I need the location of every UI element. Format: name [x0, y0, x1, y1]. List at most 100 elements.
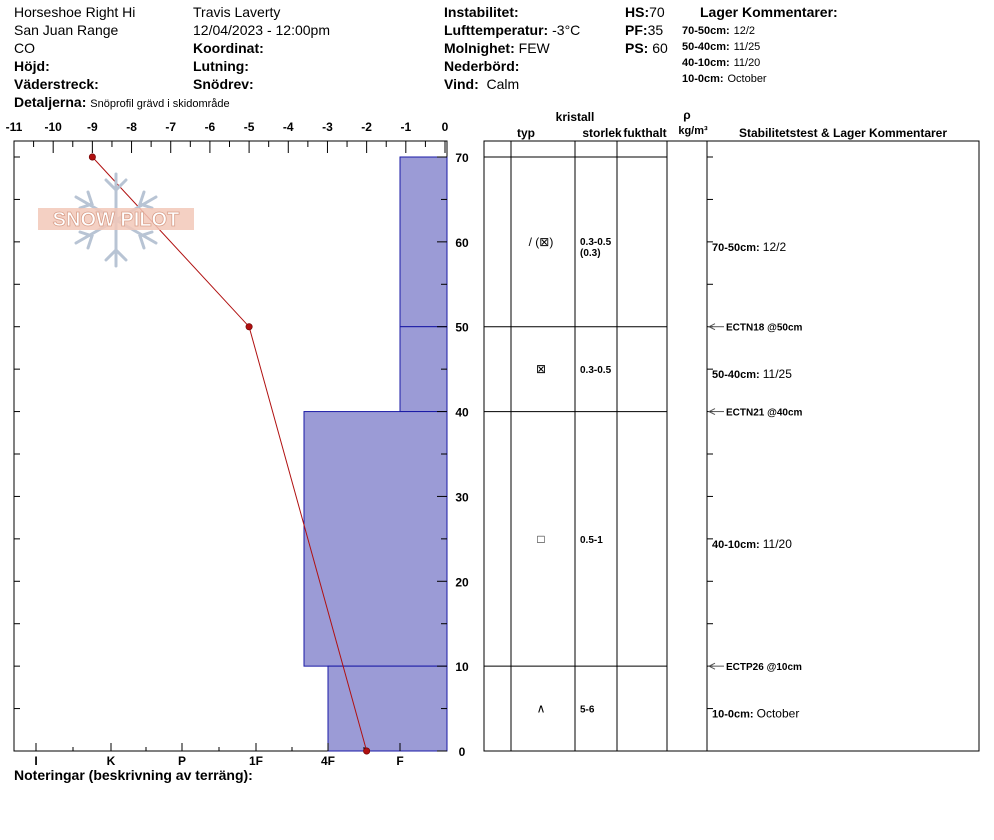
hardness-tick-label: F	[396, 754, 403, 768]
pf-label: PF:	[625, 22, 648, 38]
temp-tick-label: -9	[87, 120, 98, 134]
crystal-size-value: 0.3-0.5	[580, 365, 612, 376]
elevation-label: Höjd:	[14, 58, 50, 74]
height-tick-label: 20	[455, 575, 469, 589]
crystal-type-symbol: □	[537, 532, 544, 546]
temp-tick-label: -11	[6, 120, 23, 134]
air-temp-label: Lufttemperatur:	[444, 22, 549, 38]
height-tick-label: 60	[455, 236, 469, 250]
temp-tick-label: 0	[442, 120, 449, 134]
header-density-unit: kg/m³	[678, 125, 708, 137]
header-crystal: kristall	[556, 110, 595, 124]
crystal-size-secondary: (0.3)	[580, 248, 601, 259]
layer-comment-date: 11/25	[763, 367, 792, 381]
layer-comment-text: 50-40cm: 11/25	[712, 367, 792, 381]
sky-value: FEW	[518, 40, 550, 56]
layer-comment-text: 40-10cm: 11/20	[712, 537, 792, 551]
snowflake-icon: SNOW PILOT	[38, 172, 194, 268]
air-temp-value: -3°C	[552, 22, 581, 38]
sky-row: Molnighet: FEW	[444, 39, 550, 57]
hardness-layer-bar	[327, 665, 448, 752]
layer-comment-range: 10-0cm:	[712, 709, 757, 721]
height-tick-label: 10	[455, 660, 469, 674]
height-tick-label: 70	[455, 151, 469, 165]
temperature-point	[245, 323, 253, 331]
temperature-point	[363, 747, 371, 755]
hardness-tick-label: 1F	[249, 754, 263, 768]
temp-tick-label: -10	[45, 120, 63, 134]
layer-comment-range: 70-50cm:	[712, 242, 763, 254]
layer-comment-date: 11/25	[733, 41, 761, 53]
layer-comment-range: 10-0cm:	[682, 73, 724, 85]
layer-comment-date: October	[727, 73, 767, 85]
details-row: Detaljerna: Snöprofil grävd i skidområde	[14, 93, 230, 113]
ps-label: PS:	[625, 40, 649, 56]
temp-tick-label: -6	[205, 120, 216, 134]
hs-value: 70	[649, 4, 665, 20]
layer-comment-text: 10-0cm: October	[712, 707, 799, 721]
aspect-label: Väderstreck:	[14, 76, 99, 92]
layer-comment-date: 11/20	[763, 537, 792, 551]
crystal-size-value: 0.3-0.5	[580, 237, 612, 248]
stability-test-arrowhead	[707, 323, 716, 331]
layer-table-frame	[483, 140, 980, 752]
layer-comment-date: October	[757, 707, 800, 721]
crystal-type-symbol: ⊠	[536, 362, 546, 376]
stability-test-arrowhead	[707, 662, 716, 670]
stability-test-arrowhead	[707, 408, 716, 416]
layer-comment-date: 11/20	[733, 57, 761, 69]
layer-comment-item: 40-10cm: 11/20	[682, 54, 767, 70]
stability-test-label: ECTN18 @50cm	[726, 323, 803, 334]
hardness-tick-label: P	[178, 754, 186, 768]
temp-tick-label: -5	[244, 120, 255, 134]
details-value: Snöprofil grävd i skidområde	[90, 98, 230, 110]
wind-label: Vind:	[444, 76, 479, 92]
wind-value: Calm	[486, 76, 520, 92]
crystal-size-value: 5-6	[580, 705, 595, 716]
temp-tick-label: -2	[361, 120, 372, 134]
hs-row: HS:70	[625, 3, 665, 21]
hardness-tick-label: I	[34, 754, 37, 768]
temperature-point	[88, 153, 96, 161]
snowpilot-watermark: SNOW PILOT	[36, 170, 196, 270]
ps-row: PS: 60	[625, 39, 668, 57]
stability-test-label: ECTN21 @40cm	[726, 408, 803, 419]
range-name: San Juan Range	[14, 22, 119, 38]
layer-comment-date: 12/2	[763, 240, 787, 254]
layer-comment-text: 70-50cm: 12/2	[712, 240, 786, 254]
location-name: Horseshoe Right Hi	[14, 4, 136, 20]
height-tick-label: 0	[459, 745, 466, 759]
layer-comment-item: 10-0cm: October	[682, 70, 767, 86]
state-name: CO	[14, 40, 35, 56]
temp-tick-label: -7	[165, 120, 176, 134]
air-temp-row: Lufttemperatur: -3°C	[444, 21, 580, 39]
layer-comment-item: 50-40cm: 11/25	[682, 38, 767, 54]
header-density-symbol: ρ	[683, 108, 690, 122]
layer-comments-title: Lager Kommentarer:	[700, 4, 838, 20]
hardness-tick-label: 4F	[321, 754, 335, 768]
slope-label: Lutning:	[193, 58, 249, 74]
sky-label: Molnighet:	[444, 40, 515, 56]
pf-value: 35	[647, 22, 664, 38]
height-tick-label: 40	[455, 406, 469, 420]
temp-tick-label: -3	[322, 120, 333, 134]
details-label: Detaljerna:	[14, 94, 87, 110]
layer-comment-range: 70-50cm:	[682, 25, 730, 37]
coordinate-label: Koordinat:	[193, 40, 264, 56]
layer-comment-range: 50-40cm:	[682, 41, 730, 53]
header-stability: Stabilitetstest & Lager Kommentarer	[739, 126, 947, 140]
pf-row: PF:35	[625, 21, 663, 39]
crystal-type-symbol: / (⊠)	[529, 235, 554, 249]
layer-comment-date: 12/2	[733, 25, 756, 37]
header-type: typ	[517, 126, 535, 140]
hs-label: HS:	[625, 4, 650, 20]
header-moisture: fukthalt	[623, 126, 666, 140]
wind-loading-label: Snödrev:	[193, 76, 254, 92]
crystal-size-value: 0.5-1	[580, 535, 603, 546]
hardness-layer-bar	[303, 411, 448, 667]
header-size: storlek	[582, 126, 622, 140]
observation-datetime: 12/04/2023 - 12:00pm	[193, 22, 330, 38]
layer-comment-item: 70-50cm: 12/2	[682, 22, 767, 38]
height-tick-label: 50	[455, 321, 469, 335]
temp-tick-label: -8	[126, 120, 137, 134]
